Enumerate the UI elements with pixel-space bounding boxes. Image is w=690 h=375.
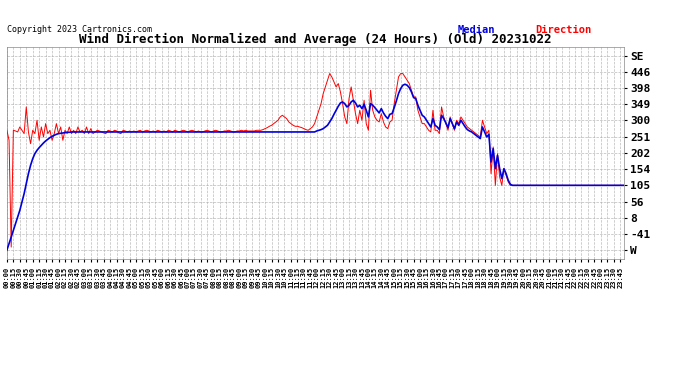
- Text: Copyright 2023 Cartronics.com: Copyright 2023 Cartronics.com: [7, 25, 152, 34]
- Text: Median: Median: [457, 25, 495, 35]
- Title: Wind Direction Normalized and Average (24 Hours) (Old) 20231022: Wind Direction Normalized and Average (2…: [79, 33, 552, 46]
- Text: Direction: Direction: [535, 25, 591, 35]
